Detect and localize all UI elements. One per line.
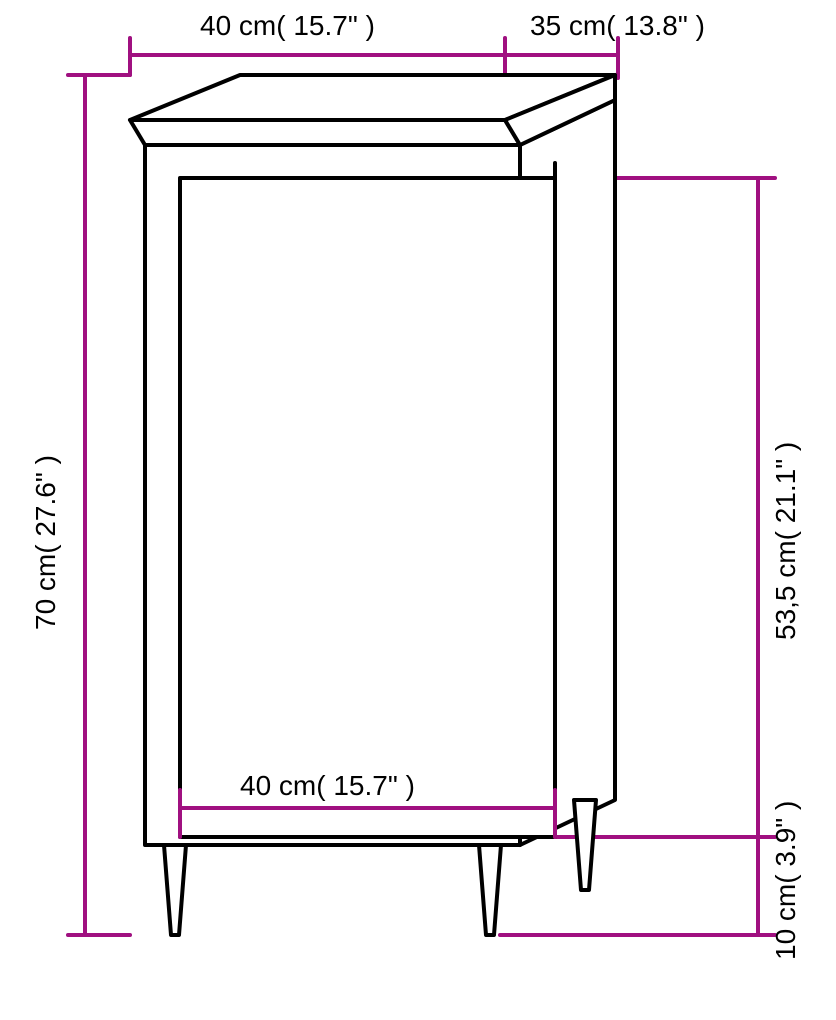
dim-depth-top: 35 cm( 13.8" ) (530, 10, 705, 41)
dimension-diagram: 40 cm( 15.7" ) 35 cm( 13.8" ) 70 cm( 27.6"… (0, 0, 836, 1020)
dim-door-height: 53,5 cm( 21.1" ) (770, 442, 801, 640)
dim-height-left: 70 cm( 27.6" ) (30, 455, 61, 630)
dim-leg-height: 10 cm( 3.9" ) (770, 801, 801, 960)
dim-door-width: 40 cm( 15.7" ) (240, 770, 415, 801)
dim-width-top: 40 cm( 15.7" ) (200, 10, 375, 41)
